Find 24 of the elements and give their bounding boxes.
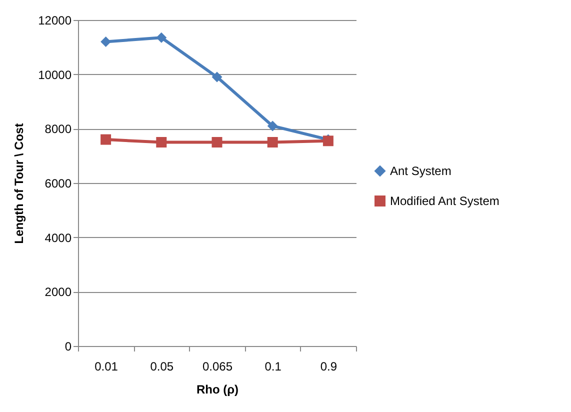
point xyxy=(156,137,167,148)
legend-label: Modified Ant System xyxy=(390,194,500,208)
point xyxy=(267,137,278,148)
y-tick-label: 2000 xyxy=(44,285,72,300)
y-tick-label: 10000 xyxy=(38,68,72,82)
x-tick-label: 0.01 xyxy=(94,360,118,374)
point xyxy=(212,137,222,148)
x-tick-label: 0.065 xyxy=(202,360,233,374)
point xyxy=(212,72,222,82)
legend-label: Ant System xyxy=(390,164,452,178)
x-tick-label: 0.9 xyxy=(320,360,338,374)
point xyxy=(100,36,112,47)
point xyxy=(267,120,278,132)
y-axis-title: Length of Tour \ Cost xyxy=(12,123,26,244)
y-tick-label: 6000 xyxy=(44,176,72,190)
y-tick-label: 4000 xyxy=(44,230,72,245)
x-tick-label: 0.1 xyxy=(264,360,282,374)
point xyxy=(100,134,112,145)
point xyxy=(156,32,167,43)
y-tick-label: 0 xyxy=(64,340,72,354)
x-axis-title: Rho (ρ) xyxy=(196,382,239,396)
y-tick-label: 8000 xyxy=(44,122,72,136)
x-tick-label: 0.05 xyxy=(150,360,174,374)
y-tick-label: 12000 xyxy=(38,14,72,28)
